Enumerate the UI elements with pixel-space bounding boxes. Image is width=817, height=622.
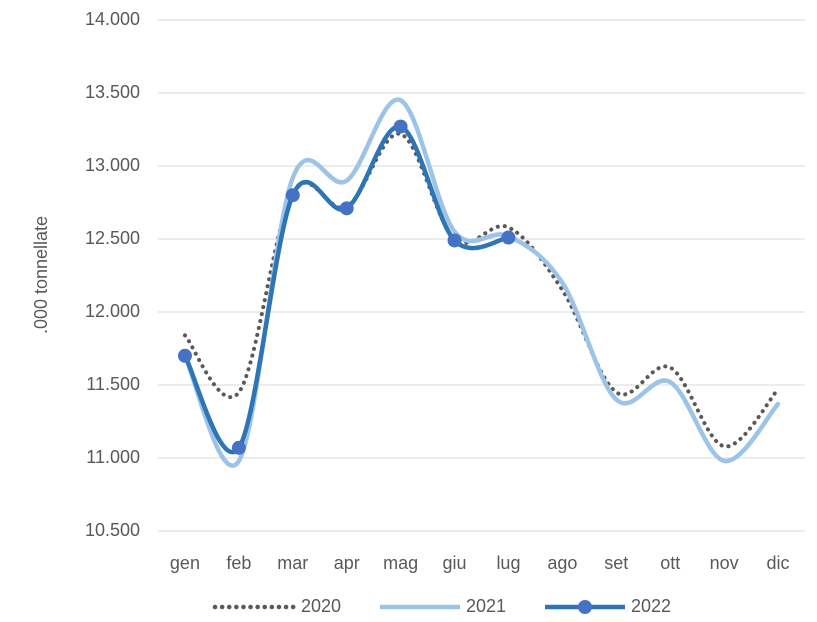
x-tick-label: apr [334,553,360,573]
y-tick-label: 12.500 [85,228,140,248]
x-tick-label: giu [443,553,467,573]
data-point [393,119,408,134]
x-tick-label: feb [226,553,251,573]
legend-label: 2021 [466,596,506,616]
data-point [501,230,516,245]
series-line [182,124,511,454]
x-tick-label: nov [710,553,739,573]
y-tick-label: 14.000 [85,9,140,29]
y-tick-label: 10.500 [85,520,140,540]
data-point [339,201,354,216]
x-tick-label: mar [277,553,308,573]
x-tick-label: ago [547,553,577,573]
x-tick-label: lug [496,553,520,573]
y-tick-label: 13.000 [85,155,140,175]
y-tick-label: 12.000 [85,301,140,321]
legend-marker [578,600,592,614]
x-tick-label: gen [170,553,200,573]
x-tick-label: dic [767,553,790,573]
data-point [447,233,462,248]
data-point [285,188,300,203]
y-tick-label: 11.000 [86,447,140,467]
legend-label: 2020 [301,596,341,616]
y-axis-label: .000 tonnellate [31,216,51,334]
data-point [231,440,246,455]
x-tick-label: mag [383,553,418,573]
y-tick-label: 11.500 [86,374,140,394]
y-tick-label: 13.500 [85,82,140,102]
x-tick-label: set [604,553,628,573]
legend-label: 2022 [631,596,671,616]
data-point [177,348,192,363]
x-tick-label: ott [660,553,680,573]
